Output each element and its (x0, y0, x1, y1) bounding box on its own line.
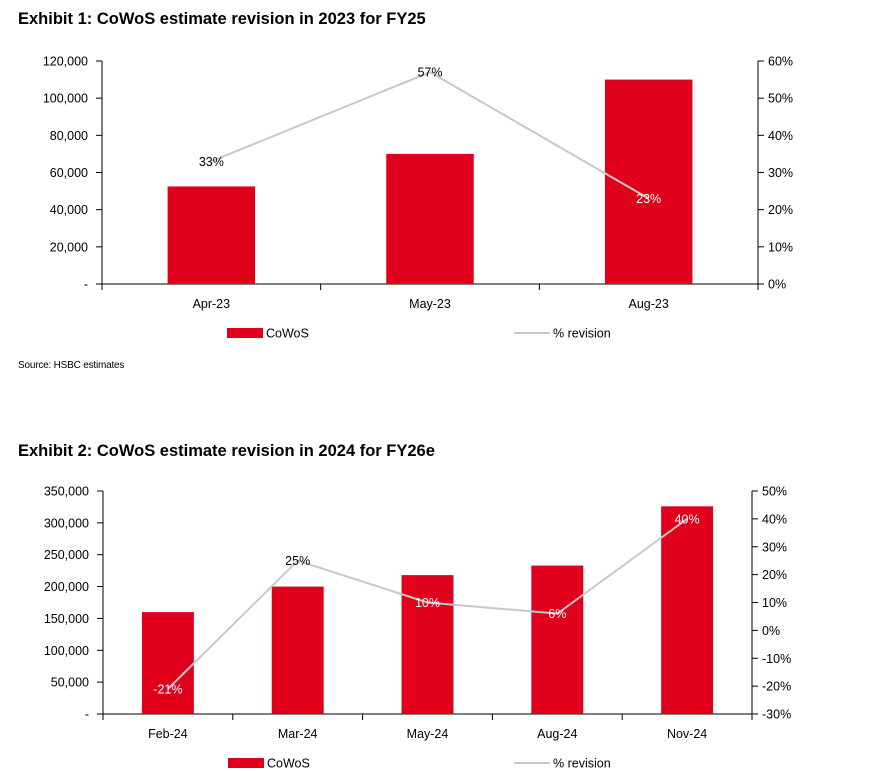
legend-revision-label: % revision (553, 327, 611, 341)
revision-data-label: -21% (153, 682, 182, 696)
right-tick-label: -10% (762, 652, 791, 666)
source-note: Source: HSBC estimates (18, 360, 125, 371)
left-tick-label: 60,000 (50, 166, 88, 180)
right-tick-label: 30% (762, 540, 787, 554)
right-tick-label: 20% (768, 203, 793, 217)
legend-cowos-label: CoWoS (267, 757, 310, 771)
left-tick-label: 100,000 (43, 92, 88, 106)
legend-cowos-swatch (228, 758, 264, 768)
right-tick-label: 50% (768, 92, 793, 106)
bar-Mar-24 (271, 586, 324, 714)
bar-Aug-24 (531, 565, 584, 714)
left-tick-label: 100,000 (44, 644, 89, 658)
exhibit-1-chart: 120,000 100,000 80,000 60,000 40,000 20,000 - 6… (43, 55, 793, 341)
revision-data-label: 25% (285, 554, 310, 568)
left-tick-label: 250,000 (44, 548, 89, 562)
left-tick-label: 20,000 (50, 240, 88, 254)
exhibit-1-title: Exhibit 1: CoWoS estimate revision in 20… (18, 10, 426, 28)
left-tick-label: 200,000 (44, 580, 89, 594)
revision-data-label: 6% (548, 607, 566, 621)
legend-revision-label: % revision (553, 757, 611, 771)
revision-data-label: 10% (415, 596, 440, 610)
revision-line (210, 71, 650, 200)
left-tick-label: 80,000 (50, 129, 88, 143)
bar-Feb-24 (141, 612, 194, 714)
right-tick-label: 60% (768, 55, 793, 69)
left-tick-label: 40,000 (50, 203, 88, 217)
bar-Apr-23 (167, 186, 256, 284)
right-tick-label: 10% (762, 596, 787, 610)
revision-line (167, 518, 688, 690)
x-tick-label: Feb-24 (148, 727, 188, 741)
right-tick-label: 0% (762, 624, 780, 638)
revision-data-label: 57% (417, 66, 442, 80)
left-tick-label: 350,000 (44, 485, 89, 499)
legend-cowos-swatch (227, 328, 263, 338)
x-tick-label: May-23 (409, 297, 451, 311)
revision-data-label: 33% (199, 155, 224, 169)
left-tick-label: 300,000 (44, 516, 89, 530)
right-tick-label: 40% (762, 512, 787, 526)
right-tick-label: -30% (762, 708, 791, 722)
x-tick-label: May-24 (407, 727, 449, 741)
left-tick-label: - (85, 708, 89, 722)
right-tick-label: 50% (762, 485, 787, 499)
right-tick-label: 40% (768, 129, 793, 143)
bar-Nov-24 (661, 506, 714, 714)
right-tick-label: 0% (768, 278, 786, 292)
revision-data-label: 40% (675, 512, 700, 526)
x-tick-label: Apr-23 (193, 297, 231, 311)
legend-cowos-label: CoWoS (266, 327, 309, 341)
bar-May-24 (401, 575, 454, 714)
right-tick-label: -20% (762, 680, 791, 694)
x-tick-label: Nov-24 (667, 727, 707, 741)
revision-data-label: 23% (636, 192, 661, 206)
left-tick-label: - (84, 278, 88, 292)
left-tick-label: 120,000 (43, 55, 88, 69)
exhibit-2-title: Exhibit 2: CoWoS estimate revision in 20… (18, 442, 435, 460)
left-tick-label: 50,000 (51, 676, 89, 690)
bar-May-23 (386, 153, 474, 284)
x-tick-label: Aug-23 (629, 297, 669, 311)
left-tick-label: 150,000 (44, 612, 89, 626)
x-tick-label: Aug-24 (537, 727, 577, 741)
x-tick-label: Mar-24 (278, 727, 318, 741)
right-tick-label: 30% (768, 166, 793, 180)
right-tick-label: 20% (762, 568, 787, 582)
right-tick-label: 10% (768, 240, 793, 254)
